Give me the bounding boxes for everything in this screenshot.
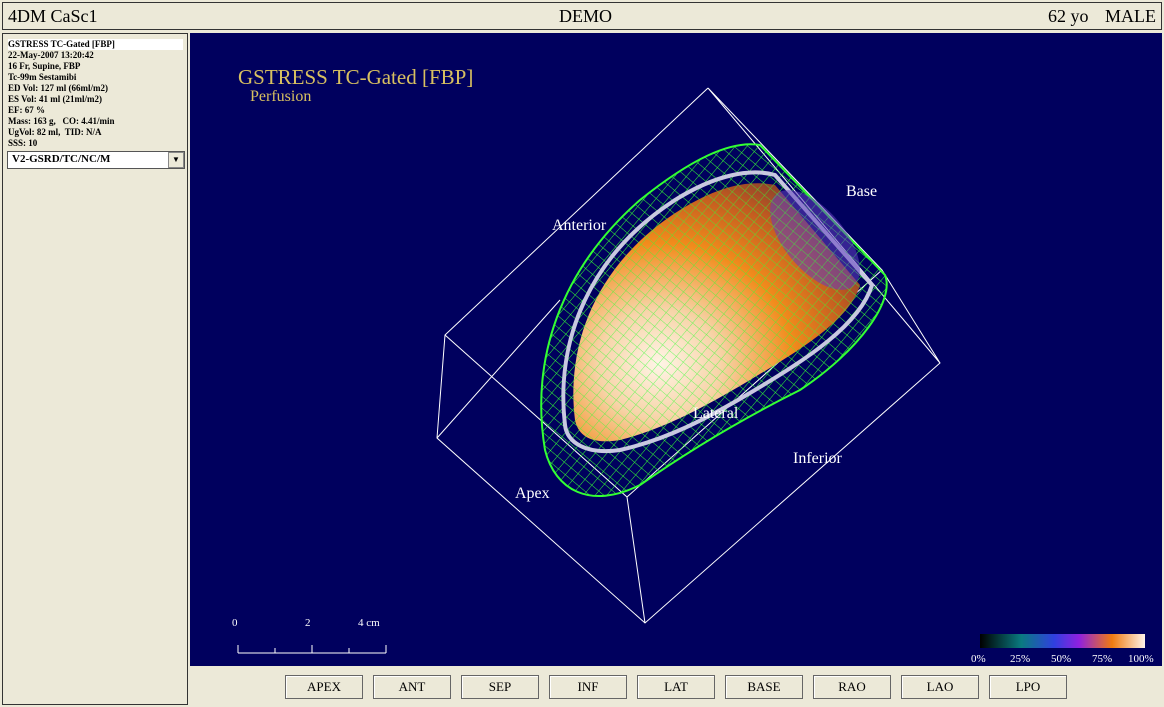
colorbar-label: 75% <box>1092 653 1112 665</box>
dropdown-arrow[interactable]: ▼ <box>168 152 184 168</box>
info-line: 16 Fr, Supine, FBP <box>8 61 81 71</box>
protocol-dropdown[interactable]: V2-GSRD/TC/NC/M ▼ <box>7 151 185 169</box>
label-apex: Apex <box>515 485 550 502</box>
scale-label: 0 <box>232 617 238 629</box>
info-line: ED Vol: 127 ml (66ml/m2) <box>8 83 108 93</box>
endocardium-outline <box>561 170 875 454</box>
info-line: EF: 67 % <box>8 105 45 115</box>
colorbar <box>980 634 1145 648</box>
patient-name: DEMO <box>559 6 612 26</box>
view-button[interactable]: LPO <box>989 675 1067 699</box>
label-lateral: Lateral <box>693 405 739 422</box>
view-button[interactable]: LAT <box>637 675 715 699</box>
view-button[interactable]: BASE <box>725 675 803 699</box>
heart-render: GSTRESS TC-Gated [FBP] Perfusion Anterio… <box>232 65 1154 665</box>
patient-age: 62 yo <box>1048 6 1089 26</box>
view-button[interactable]: RAO <box>813 675 891 699</box>
colorbar-label: 0% <box>971 653 986 665</box>
view-button[interactable]: LAO <box>901 675 979 699</box>
scale-label: 4 cm <box>358 617 380 629</box>
app-name: 4DM CaSc1 <box>8 6 98 26</box>
label-anterior: Anterior <box>552 217 607 234</box>
info-line: Tc-99m Sestamibi <box>8 72 77 82</box>
label-inferior: Inferior <box>793 450 843 467</box>
view-button[interactable]: APEX <box>285 675 363 699</box>
view-button[interactable]: SEP <box>461 675 539 699</box>
info-line: 22-May-2007 13:20:42 <box>8 50 94 60</box>
info-panel: V2-GSRD/TC/NC/M ▼ GSTRESS TC-Gated [FBP]… <box>2 33 188 705</box>
info-line: GSTRESS TC-Gated [FBP] <box>8 39 183 50</box>
view-title: GSTRESS TC-Gated [FBP] <box>238 65 473 89</box>
colorbar-label: 100% <box>1128 653 1154 665</box>
scale-bar <box>237 645 387 654</box>
title-bar: 4DM CaSc1 DEMO 62 yo MALE <box>2 2 1162 30</box>
scale-label: 2 <box>305 617 311 629</box>
info-line: ES Vol: 41 ml (21ml/m2) <box>8 94 103 104</box>
info-line: Mass: 163 g, CO: 4.41/min <box>8 116 115 126</box>
label-base: Base <box>846 183 877 200</box>
colorbar-label: 25% <box>1010 653 1030 665</box>
view-button[interactable]: INF <box>549 675 627 699</box>
colorbar-label: 50% <box>1051 653 1071 665</box>
dropdown-value: V2-GSRD/TC/NC/M <box>12 153 111 165</box>
view-button[interactable]: ANT <box>373 675 451 699</box>
info-line: UgVol: 82 ml, TID: N/A <box>8 127 102 137</box>
viewport: GSTRESS TC-Gated [FBP] Perfusion Anterio… <box>190 33 1162 666</box>
inner-mesh <box>573 183 860 442</box>
view-subtitle: Perfusion <box>250 88 311 105</box>
patient-sex: MALE <box>1105 6 1156 26</box>
bounding-box <box>436 87 941 624</box>
info-line: SSS: 10 <box>8 138 38 148</box>
